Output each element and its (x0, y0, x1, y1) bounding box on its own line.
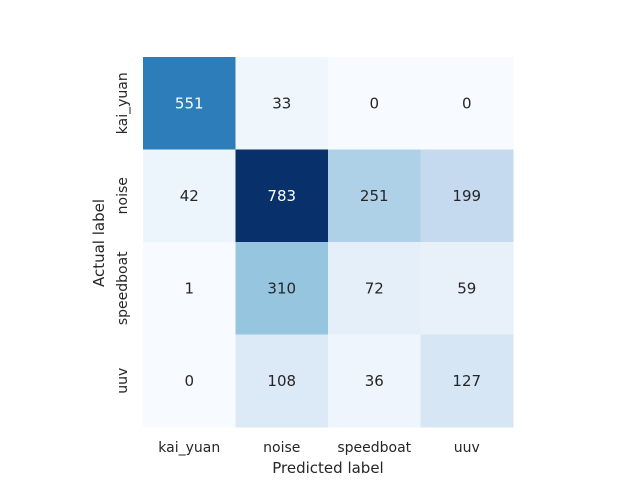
heatmap-cells (143, 57, 514, 428)
cell-value-r3-c3: 127 (452, 372, 481, 390)
heatmap-cell-r1-c2 (328, 149, 421, 243)
heatmap-cell-r1-c1 (235, 149, 329, 243)
heatmap-cell-values: 551 33 0 0 42 783 251 199 1 310 72 59 0 108 36 127 (175, 94, 481, 390)
heatmap-cell-r0-c3 (420, 57, 514, 150)
cell-value-r1-c0: 42 (180, 187, 199, 205)
heatmap-cell-r2-c3 (420, 242, 514, 335)
cell-value-r1-c1: 783 (267, 187, 296, 205)
x-tick-label-speedboat: speedboat (337, 440, 411, 456)
heatmap-cell-r0-c0 (143, 57, 236, 150)
y-tick-label-kai_yuan: kai_yuan (115, 72, 131, 134)
cell-value-r1-c3: 199 (452, 187, 481, 205)
cell-value-r0-c0: 551 (175, 94, 204, 112)
heatmap-cell-r0-c1 (235, 57, 329, 150)
cell-value-r0-c3: 0 (462, 94, 472, 112)
heatmap-cell-r2-c1 (235, 242, 329, 335)
x-tick-label-kai_yuan: kai_yuan (158, 440, 220, 456)
x-axis-label: Predicted label (272, 459, 383, 477)
heatmap-cell-r2-c0 (143, 242, 236, 335)
y-axis-label: Actual label (90, 199, 108, 287)
heatmap-cell-r3-c3 (420, 334, 514, 428)
heatmap-cell-r3-c2 (328, 334, 421, 428)
x-axis-tick-labels: kai_yuan noise speedboat uuv (158, 440, 479, 456)
y-tick-label-uuv: uuv (115, 368, 131, 394)
heatmap-cell-r2-c2 (328, 242, 421, 335)
x-tick-label-noise: noise (263, 440, 300, 456)
cell-value-r2-c0: 1 (184, 279, 194, 297)
heatmap-cell-r0-c2 (328, 57, 421, 150)
x-tick-label-uuv: uuv (454, 440, 480, 456)
cell-value-r0-c2: 0 (369, 94, 379, 112)
cell-value-r1-c2: 251 (360, 187, 389, 205)
cell-value-r2-c1: 310 (267, 279, 296, 297)
heatmap-cell-r3-c1 (235, 334, 329, 428)
cell-value-r2-c3: 59 (457, 279, 476, 297)
heatmap-cell-r3-c0 (143, 334, 236, 428)
heatmap-cell-r1-c3 (420, 149, 514, 243)
cell-value-r3-c0: 0 (184, 372, 194, 390)
cell-value-r0-c1: 33 (272, 94, 291, 112)
cell-value-r3-c1: 108 (267, 372, 296, 390)
cell-value-r3-c2: 36 (365, 372, 384, 390)
heatmap-cell-r1-c0 (143, 149, 236, 243)
y-tick-label-noise: noise (115, 177, 131, 214)
cell-value-r2-c2: 72 (365, 279, 384, 297)
y-tick-label-speedboat: speedboat (115, 251, 131, 325)
